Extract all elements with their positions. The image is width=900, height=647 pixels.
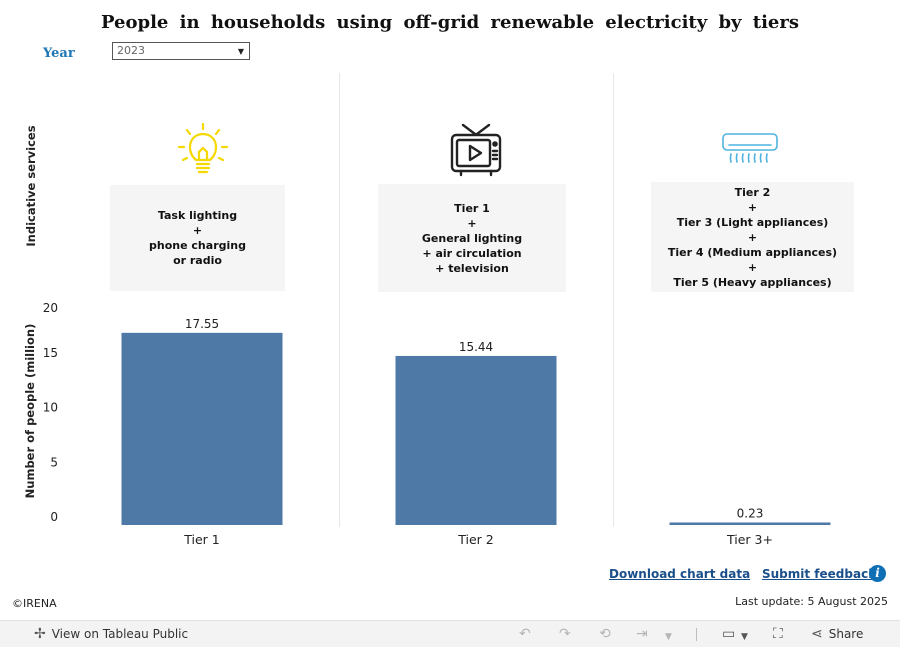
bar-value-label: 0.23 <box>737 506 764 520</box>
y-tick-label: 5 <box>50 455 58 469</box>
chevron-down-icon[interactable]: ▼ <box>741 632 748 642</box>
comment-icon[interactable]: ▭ <box>722 626 736 642</box>
y-tick-label: 0 <box>50 510 58 524</box>
x-tick-label: Tier 2 <box>457 532 493 547</box>
y-tick-label: 15 <box>43 346 58 360</box>
revert-icon[interactable]: ⟲ <box>599 626 611 642</box>
toolbar-divider <box>696 628 697 641</box>
bar-tier-1 <box>121 332 283 525</box>
light-bulb-icon <box>177 122 229 180</box>
air-conditioner-icon <box>721 132 779 170</box>
download-chart-data-link[interactable]: Download chart data <box>609 567 751 581</box>
fullscreen-icon[interactable]: ⛶ <box>773 626 783 642</box>
column-divider <box>339 73 340 527</box>
year-select[interactable]: 2023 ▼ <box>112 42 250 60</box>
bar-tier-3- <box>669 522 831 525</box>
tier2-services-text: Tier 1 + General lighting + air circulat… <box>421 201 523 275</box>
copyright: ©IRENA <box>12 597 57 610</box>
year-filter-label: Year <box>43 46 75 61</box>
share-label: Share <box>828 627 864 641</box>
bar-chart: 0 5 10 15 20 17.55 Tier 1 15.44 Tier 2 0.23 Tier 3… <box>43 301 831 547</box>
view-on-tableau-label: View on Tableau Public <box>51 627 189 641</box>
bar-value-label: 17.55 <box>185 317 219 331</box>
tier1-services-box: Task lighting + phone charging or radio <box>110 185 285 291</box>
year-select-value: 2023 <box>117 44 145 57</box>
bar-value-label: 15.44 <box>459 340 493 354</box>
share-icon: ⋖ <box>811 626 823 642</box>
tableau-logo-icon: ✢ <box>34 626 46 642</box>
x-tick-label: Tier 1 <box>183 532 219 547</box>
tier3-services-text: Tier 2 + Tier 3 (Light appliances) + Tie… <box>667 185 838 289</box>
x-tick-label: Tier 3+ <box>726 532 773 547</box>
share-button[interactable]: ⋖ Share <box>811 627 863 641</box>
submit-feedback-link[interactable]: Submit feedback <box>762 567 877 581</box>
bar-tier-2 <box>395 355 557 525</box>
y-tick-label: 10 <box>43 401 58 415</box>
tier1-services-text: Task lighting + phone charging or radio <box>149 209 246 267</box>
undo-icon[interactable]: ↶ <box>519 626 531 642</box>
television-icon <box>449 122 503 181</box>
chevron-down-icon: ▼ <box>237 47 244 56</box>
column-divider <box>613 73 614 527</box>
tier2-services-box: Tier 1 + General lighting + air circulat… <box>378 184 566 292</box>
info-icon[interactable]: i <box>869 565 886 582</box>
chevron-down-icon[interactable]: ▼ <box>665 632 672 642</box>
y-tick-label: 20 <box>43 301 58 315</box>
tableau-toolbar: ✢ View on Tableau Public ↶ ↷ ⟲ ⇥ ▼ ▭ ▼ ⛶… <box>0 620 900 647</box>
tier3-services-box: Tier 2 + Tier 3 (Light appliances) + Tie… <box>651 182 854 292</box>
chart-title: People in households using off-grid rene… <box>100 12 800 33</box>
pause-icon[interactable]: ⇥ <box>636 626 648 642</box>
redo-icon[interactable]: ↷ <box>559 626 571 642</box>
last-update: Last update: 5 August 2025 <box>735 595 888 608</box>
view-on-tableau-button[interactable]: ✢ View on Tableau Public <box>34 627 188 641</box>
